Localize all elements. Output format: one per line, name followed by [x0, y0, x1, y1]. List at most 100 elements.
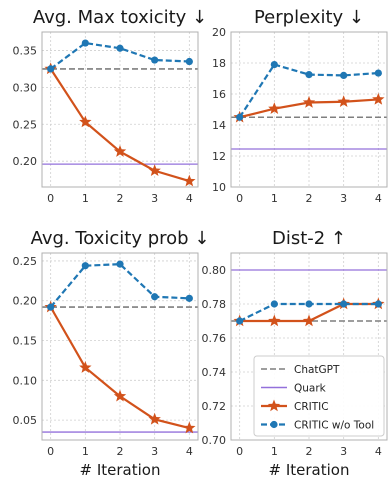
- data-point-critic-wo-tool: [374, 69, 382, 77]
- data-point-critic: [268, 314, 281, 327]
- data-point-critic-wo-tool: [236, 113, 244, 121]
- y-tick-label: 14: [212, 119, 226, 132]
- x-tick-label: 1: [271, 445, 278, 458]
- y-tick-label: 0.20: [13, 295, 38, 308]
- data-point-critic: [268, 102, 281, 114]
- x-tick-label: 3: [340, 192, 347, 205]
- legend-entry-critic: CRITIC: [261, 399, 329, 413]
- series-line-critic-wo-tool: [50, 41, 190, 70]
- y-tick-label: 0.20: [13, 155, 38, 168]
- data-point-critic: [302, 96, 316, 108]
- data-point-critic-wo-tool: [270, 60, 278, 69]
- legend: ChatGPT Quark CRITIC CRITIC w/o Tool: [253, 355, 385, 437]
- data-point-critic: [148, 164, 161, 177]
- data-point-critic: [113, 145, 127, 157]
- data-point-critic: [337, 95, 350, 108]
- data-point-critic-wo-tool: [305, 71, 313, 79]
- data-point-critic-wo-tool: [374, 300, 382, 308]
- chart-title: Dist-2 ↑: [272, 228, 346, 249]
- x-tick-label: 3: [151, 445, 158, 458]
- y-tick-label: 0.74: [202, 366, 227, 379]
- y-tick-label: 0.10: [13, 374, 38, 387]
- x-tick-label: 4: [186, 445, 193, 458]
- data-point-critic-wo-tool: [47, 303, 55, 311]
- data-point-critic: [302, 314, 316, 327]
- y-tick-label: 0.30: [13, 81, 38, 94]
- legend-label: CRITIC w/o Tool: [294, 420, 374, 432]
- x-axis-label: # Iteration: [80, 461, 161, 479]
- y-tick-label: 0.72: [202, 400, 227, 413]
- chart-title: Avg. Max toxicity ↓: [33, 7, 207, 28]
- y-tick-label: 20: [212, 26, 226, 39]
- data-point-critic-wo-tool: [81, 39, 89, 47]
- data-point-critic-wo-tool: [151, 56, 159, 64]
- y-tick-label: 10: [212, 181, 226, 194]
- data-point-critic-wo-tool: [116, 44, 124, 52]
- data-point-critic-wo-tool: [236, 317, 244, 325]
- legend-label: CRITIC: [294, 401, 329, 413]
- y-tick-label: 0.25: [13, 255, 38, 268]
- y-tick-label: 0.15: [13, 335, 38, 348]
- panel-1: 0.20 0.25 0.30 0.35 0 1 2 3 4 Avg. Max toxicity ↓: [13, 7, 208, 205]
- panel-4: 0.70 0.72 0.74 0.76 0.78 0.80 0 1 2 3 4 Dist-2 ↑ # I…: [202, 228, 388, 479]
- data-point-critic-wo-tool: [116, 260, 124, 268]
- panel-3: 0.05 0.10 0.15 0.20 0.25 0 1 2 3 4 Avg. Toxicity p…: [13, 228, 210, 479]
- x-tick-label: 0: [236, 192, 243, 205]
- data-point-critic-wo-tool: [340, 71, 348, 79]
- plot-frame: [41, 252, 199, 441]
- x-tick-label: 0: [236, 445, 243, 458]
- x-tick-label: 2: [117, 192, 124, 205]
- legend-marker: [270, 420, 278, 429]
- x-tick-label: 2: [306, 445, 313, 458]
- plot-frame: [230, 252, 388, 441]
- data-point-critic: [79, 115, 92, 128]
- data-point-critic: [183, 174, 196, 187]
- x-tick-label: 1: [82, 192, 89, 205]
- x-tick-label: 3: [151, 192, 158, 205]
- plot-frame: [41, 31, 199, 188]
- data-point-critic: [148, 412, 161, 425]
- y-tick-label: 0.76: [202, 332, 227, 345]
- y-tick-label: 16: [212, 88, 226, 101]
- legend-entry-quark: Quark: [261, 383, 327, 395]
- y-tick-label: 18: [212, 57, 226, 70]
- legend-label: Quark: [294, 383, 327, 395]
- data-point-critic: [372, 92, 385, 105]
- y-tick-label: 12: [212, 150, 226, 163]
- chart-title: Perplexity ↓: [254, 7, 364, 28]
- legend-label: ChatGPT: [294, 364, 340, 376]
- x-axis-label: # Iteration: [269, 461, 350, 479]
- x-tick-label: 0: [47, 192, 54, 205]
- x-tick-label: 0: [47, 445, 54, 458]
- data-point-critic-wo-tool: [340, 300, 348, 308]
- data-point-critic: [113, 389, 127, 402]
- data-point-critic-wo-tool: [185, 57, 193, 66]
- chart-title: Avg. Toxicity prob ↓: [31, 228, 210, 249]
- data-point-critic-wo-tool: [151, 293, 159, 301]
- plot-frame: [230, 31, 388, 188]
- x-tick-label: 2: [117, 445, 124, 458]
- y-tick-label: 0.78: [202, 298, 227, 311]
- y-tick-label: 0.25: [13, 118, 38, 131]
- x-tick-label: 4: [375, 445, 382, 458]
- y-tick-label: 0.80: [202, 264, 227, 277]
- data-point-critic-wo-tool: [47, 65, 55, 73]
- legend-marker: [267, 399, 281, 412]
- data-point-critic-wo-tool: [270, 300, 278, 308]
- x-tick-label: 4: [375, 192, 382, 205]
- x-tick-label: 3: [340, 445, 347, 458]
- x-tick-label: 1: [271, 192, 278, 205]
- data-point-critic-wo-tool: [81, 262, 89, 270]
- data-point-critic-wo-tool: [305, 300, 313, 308]
- data-point-critic: [79, 361, 92, 373]
- x-tick-label: 4: [186, 192, 193, 205]
- y-tick-label: 0.70: [202, 434, 227, 447]
- legend-entry-chatgpt: ChatGPT: [261, 364, 340, 376]
- x-tick-label: 2: [306, 192, 313, 205]
- y-tick-label: 0.05: [13, 414, 38, 427]
- data-point-critic-wo-tool: [185, 294, 193, 302]
- legend-entry-critic-w-o-tool: CRITIC w/o Tool: [261, 420, 374, 432]
